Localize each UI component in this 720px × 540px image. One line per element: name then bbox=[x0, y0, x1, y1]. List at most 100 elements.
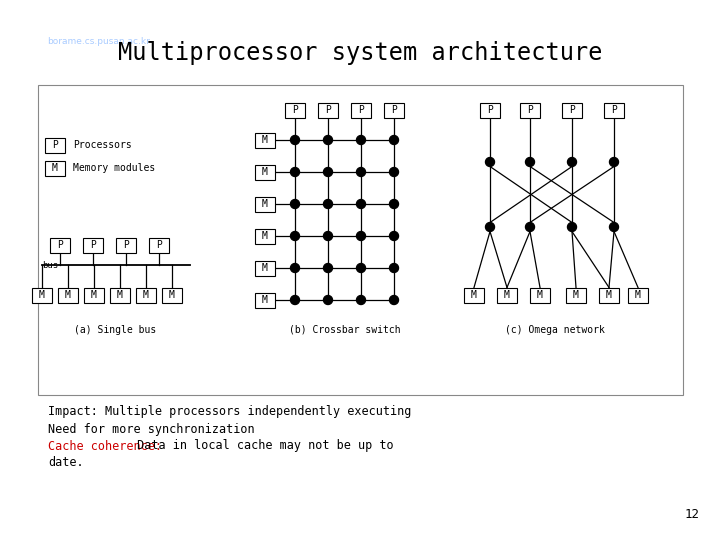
Circle shape bbox=[290, 232, 300, 240]
FancyBboxPatch shape bbox=[604, 103, 624, 118]
Text: P: P bbox=[57, 240, 63, 250]
Text: M: M bbox=[573, 290, 579, 300]
Circle shape bbox=[323, 264, 333, 273]
Text: P: P bbox=[90, 240, 96, 250]
Text: Processors: Processors bbox=[73, 140, 132, 150]
Text: date.: date. bbox=[48, 456, 84, 469]
Circle shape bbox=[356, 295, 366, 305]
Circle shape bbox=[323, 232, 333, 240]
Circle shape bbox=[290, 199, 300, 208]
Text: Need for more synchronization: Need for more synchronization bbox=[48, 422, 255, 435]
FancyBboxPatch shape bbox=[255, 228, 275, 244]
Text: 12: 12 bbox=[685, 509, 700, 522]
Text: M: M bbox=[537, 290, 543, 300]
Text: P: P bbox=[527, 105, 533, 115]
Bar bbox=[38, 85, 683, 395]
Circle shape bbox=[526, 222, 534, 232]
FancyBboxPatch shape bbox=[116, 238, 136, 253]
FancyBboxPatch shape bbox=[255, 165, 275, 179]
Text: Cache coherence:: Cache coherence: bbox=[48, 440, 162, 453]
Text: M: M bbox=[91, 290, 97, 300]
Circle shape bbox=[485, 222, 495, 232]
Text: M: M bbox=[143, 290, 149, 300]
Text: Memory modules: Memory modules bbox=[73, 163, 156, 173]
FancyBboxPatch shape bbox=[562, 103, 582, 118]
Text: M: M bbox=[262, 263, 268, 273]
FancyBboxPatch shape bbox=[384, 103, 404, 118]
FancyBboxPatch shape bbox=[318, 103, 338, 118]
Text: M: M bbox=[471, 290, 477, 300]
Circle shape bbox=[390, 136, 398, 145]
Circle shape bbox=[390, 295, 398, 305]
Circle shape bbox=[485, 158, 495, 166]
Circle shape bbox=[290, 167, 300, 177]
Text: M: M bbox=[65, 290, 71, 300]
Circle shape bbox=[390, 232, 398, 240]
Circle shape bbox=[390, 199, 398, 208]
Circle shape bbox=[290, 264, 300, 273]
Text: (a) Single bus: (a) Single bus bbox=[74, 325, 156, 335]
Text: M: M bbox=[262, 199, 268, 209]
FancyBboxPatch shape bbox=[566, 287, 586, 302]
FancyBboxPatch shape bbox=[149, 238, 169, 253]
FancyBboxPatch shape bbox=[255, 260, 275, 275]
Circle shape bbox=[323, 199, 333, 208]
FancyBboxPatch shape bbox=[50, 238, 70, 253]
Text: (c) Omega network: (c) Omega network bbox=[505, 325, 605, 335]
Text: (b) Crossbar switch: (b) Crossbar switch bbox=[289, 325, 401, 335]
FancyBboxPatch shape bbox=[255, 132, 275, 147]
Circle shape bbox=[567, 222, 577, 232]
FancyBboxPatch shape bbox=[45, 138, 65, 152]
FancyBboxPatch shape bbox=[84, 287, 104, 302]
FancyBboxPatch shape bbox=[480, 103, 500, 118]
FancyBboxPatch shape bbox=[45, 160, 65, 176]
Text: P: P bbox=[292, 105, 298, 115]
Text: Data in local cache may not be up to: Data in local cache may not be up to bbox=[130, 440, 393, 453]
FancyBboxPatch shape bbox=[162, 287, 182, 302]
Text: M: M bbox=[262, 295, 268, 305]
Circle shape bbox=[567, 158, 577, 166]
Circle shape bbox=[323, 167, 333, 177]
Text: P: P bbox=[325, 105, 331, 115]
Text: M: M bbox=[504, 290, 510, 300]
FancyBboxPatch shape bbox=[58, 287, 78, 302]
Circle shape bbox=[610, 158, 618, 166]
FancyBboxPatch shape bbox=[599, 287, 619, 302]
FancyBboxPatch shape bbox=[285, 103, 305, 118]
FancyBboxPatch shape bbox=[351, 103, 371, 118]
Text: M: M bbox=[262, 167, 268, 177]
Text: M: M bbox=[262, 135, 268, 145]
Text: M: M bbox=[117, 290, 123, 300]
FancyBboxPatch shape bbox=[530, 287, 550, 302]
FancyBboxPatch shape bbox=[497, 287, 517, 302]
Circle shape bbox=[390, 264, 398, 273]
Text: Multiprocessor system architecture: Multiprocessor system architecture bbox=[118, 41, 602, 65]
Text: M: M bbox=[606, 290, 612, 300]
Text: 부산대학교 인공지능 연구실: 부산대학교 인공지능 연구실 bbox=[47, 15, 152, 28]
FancyBboxPatch shape bbox=[83, 238, 103, 253]
FancyBboxPatch shape bbox=[520, 103, 540, 118]
FancyBboxPatch shape bbox=[628, 287, 648, 302]
Text: P: P bbox=[391, 105, 397, 115]
FancyBboxPatch shape bbox=[255, 293, 275, 307]
Text: Artificial Intelligence Laboratory: Artificial Intelligence Laboratory bbox=[545, 21, 702, 31]
Circle shape bbox=[610, 222, 618, 232]
FancyBboxPatch shape bbox=[136, 287, 156, 302]
Circle shape bbox=[526, 158, 534, 166]
Circle shape bbox=[356, 232, 366, 240]
Text: P: P bbox=[156, 240, 162, 250]
Circle shape bbox=[356, 167, 366, 177]
Text: P: P bbox=[52, 140, 58, 150]
Circle shape bbox=[323, 136, 333, 145]
FancyBboxPatch shape bbox=[32, 287, 52, 302]
Circle shape bbox=[356, 136, 366, 145]
Text: bus: bus bbox=[42, 260, 58, 269]
FancyBboxPatch shape bbox=[255, 197, 275, 212]
Text: M: M bbox=[262, 231, 268, 241]
FancyBboxPatch shape bbox=[464, 287, 484, 302]
Text: M: M bbox=[169, 290, 175, 300]
Text: P: P bbox=[487, 105, 493, 115]
Circle shape bbox=[356, 264, 366, 273]
Text: borame.cs.pusan.ac.kr: borame.cs.pusan.ac.kr bbox=[47, 37, 150, 46]
Circle shape bbox=[323, 295, 333, 305]
